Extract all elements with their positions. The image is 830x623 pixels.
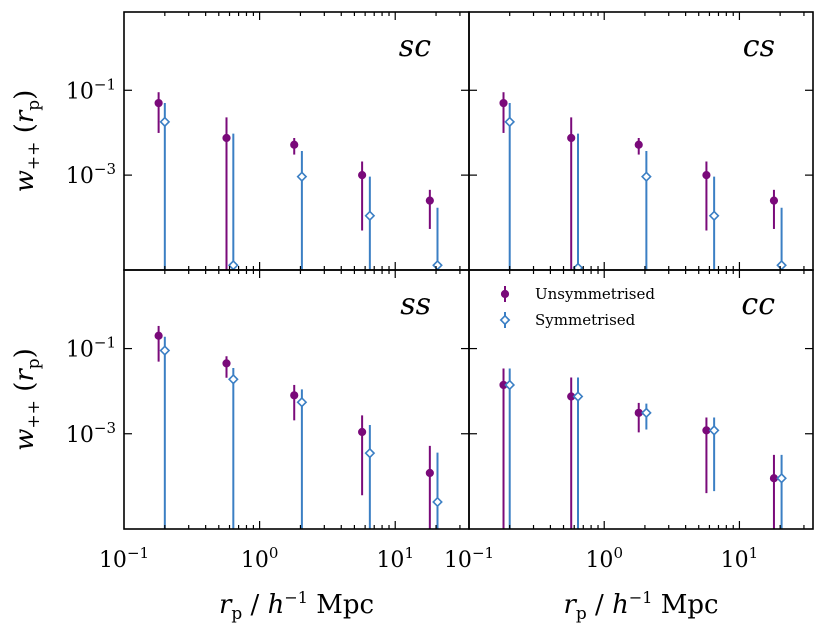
point-symmetrised [296,171,308,182]
panel-label-ss: ss [400,287,431,322]
panel-label-sc: sc [399,29,431,64]
y-tick-label: 10−3 [66,419,116,448]
point-unsymmetrised [154,98,163,108]
point-unsymmetrised [425,196,434,205]
point-unsymmetrised [290,391,299,400]
panel-cs-data [499,92,787,270]
point-unsymmetrised [702,171,711,180]
y-tick-label: 10−3 [66,160,116,189]
panel-cc-data [499,368,787,529]
y-tick-label: 10−1 [66,334,116,363]
y-axis-label: w++ (rp) [10,348,44,451]
point-symmetrised [708,425,720,436]
x-tick-label: 10−1 [99,544,149,573]
point-unsymmetrised [567,133,576,143]
point-symmetrised [504,379,516,391]
point-symmetrised [641,407,652,419]
point-unsymmetrised [154,331,163,340]
x-tick-label: 100 [585,544,623,573]
legend-marker-unsymmetrised [500,289,510,299]
point-unsymmetrised [425,468,434,478]
point-unsymmetrised [769,196,779,205]
point-symmetrised [504,116,516,128]
panel-label-cs: cs [743,29,775,64]
point-symmetrised [227,259,239,270]
point-symmetrised [159,116,171,128]
legend-label: Symmetrised [535,311,636,329]
point-symmetrised [159,345,171,356]
point-unsymmetrised [634,140,643,149]
point-unsymmetrised [222,133,231,143]
point-symmetrised [572,391,584,402]
point-unsymmetrised [290,140,299,149]
point-symmetrised [776,259,787,270]
x-tick-label: 10−1 [444,544,494,573]
panel-ss-data [154,325,443,529]
y-tick-label: 10−1 [66,75,116,104]
point-unsymmetrised [222,359,231,368]
point-unsymmetrised [358,427,367,437]
point-symmetrised [364,210,376,222]
legend: Unsymmetrised Symmetrised [499,285,655,329]
panel-label-cc: cc [741,287,775,322]
data-marks [154,92,787,529]
point-symmetrised [776,472,787,484]
point-symmetrised [364,447,376,459]
point-symmetrised [432,259,443,270]
x-axis-label: rp / h−1 Mpc [219,588,374,623]
panel-cc-frame [468,269,814,530]
x-tick-label: 101 [376,544,414,573]
legend-marker-symmetrised [499,314,511,326]
x-tick-label: 100 [241,544,279,573]
legend-label: Unsymmetrised [535,285,655,303]
axes: sc 10−1 10−3 w++ (rp) cs ss 10−1 10−3 w++ (rp) 10… [10,11,814,623]
point-symmetrised [641,171,652,182]
point-symmetrised [572,262,584,270]
panel-sc-data [154,92,443,270]
x-axis-label: rp / h−1 Mpc [563,588,718,623]
point-unsymmetrised [499,98,508,108]
point-unsymmetrised [358,171,367,180]
point-symmetrised [708,210,720,222]
point-symmetrised [227,373,239,385]
y-axis-label: w++ (rp) [10,90,44,193]
point-symmetrised [296,396,308,408]
point-symmetrised [432,496,443,508]
x-tick-label: 101 [721,544,759,573]
